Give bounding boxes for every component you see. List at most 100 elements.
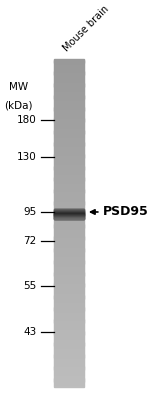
Bar [54,336,84,337]
Bar [54,100,84,101]
Bar [54,189,84,191]
Bar [54,127,84,128]
Bar [54,211,84,212]
Bar [54,224,84,226]
Bar [54,102,84,103]
Bar [54,354,84,356]
Bar [54,214,84,215]
Bar [54,105,84,107]
Bar [54,227,84,229]
Bar [54,296,84,298]
Bar [54,210,84,211]
Bar [54,274,84,276]
Bar [54,269,84,270]
Bar [54,378,84,380]
Bar [54,201,84,203]
Bar [54,234,84,236]
Bar [54,322,84,323]
Text: MW: MW [9,82,28,92]
Text: 180: 180 [17,115,37,125]
Bar [54,115,84,116]
Bar [54,334,84,335]
Bar [54,118,84,120]
Bar [54,213,84,214]
Bar [54,79,84,80]
Bar [54,357,84,359]
Bar [54,237,84,239]
Bar [54,375,84,377]
Bar [54,353,84,355]
Bar [54,158,84,159]
Bar [54,220,84,221]
Bar [54,208,84,209]
Bar [54,210,84,211]
Bar [54,338,84,339]
Bar [54,345,84,347]
Bar [54,332,84,334]
Bar [54,212,84,214]
Bar [54,62,84,64]
Bar [54,252,84,253]
Bar [54,329,84,330]
Bar [54,153,84,154]
Bar [54,318,84,320]
Bar [54,210,84,211]
Bar [54,212,84,213]
Bar [54,287,84,288]
Bar [54,327,84,328]
Bar [54,210,84,211]
Bar [54,173,84,174]
Bar [54,83,84,85]
Bar [54,187,84,188]
Bar [54,72,84,74]
Bar [54,92,84,94]
Bar [54,356,84,358]
Bar [54,343,84,345]
Bar [54,214,84,216]
Bar [54,123,84,124]
Bar [54,262,84,264]
Bar [54,209,84,210]
Bar [54,240,84,241]
Bar [54,349,84,350]
Bar [54,98,84,100]
Bar [54,302,84,303]
Bar [54,365,84,367]
Bar [54,193,84,195]
Bar [54,124,84,125]
Bar [54,177,84,179]
Bar [54,292,84,293]
Bar [54,265,84,266]
Bar [54,361,84,362]
Bar [54,300,84,302]
Bar [54,125,84,126]
Bar [54,231,84,232]
Bar [54,95,84,97]
Bar [54,255,84,256]
Bar [54,73,84,75]
Bar [54,78,84,79]
Bar [54,61,84,63]
Bar [54,320,84,322]
Bar [54,135,84,136]
Bar [54,140,84,141]
Bar [54,244,84,245]
Bar [54,211,84,213]
Bar [54,235,84,236]
Bar [54,163,84,164]
Bar [54,350,84,351]
Bar [54,146,84,148]
Bar [54,374,84,375]
Bar [54,307,84,308]
Bar [54,161,84,162]
Bar [54,213,84,214]
Bar [54,283,84,285]
Bar [54,191,84,193]
Bar [54,254,84,255]
Bar [54,297,84,299]
Bar [54,71,84,72]
Bar [54,258,84,259]
Bar [54,202,84,204]
Bar [54,181,84,183]
Bar [54,144,84,146]
